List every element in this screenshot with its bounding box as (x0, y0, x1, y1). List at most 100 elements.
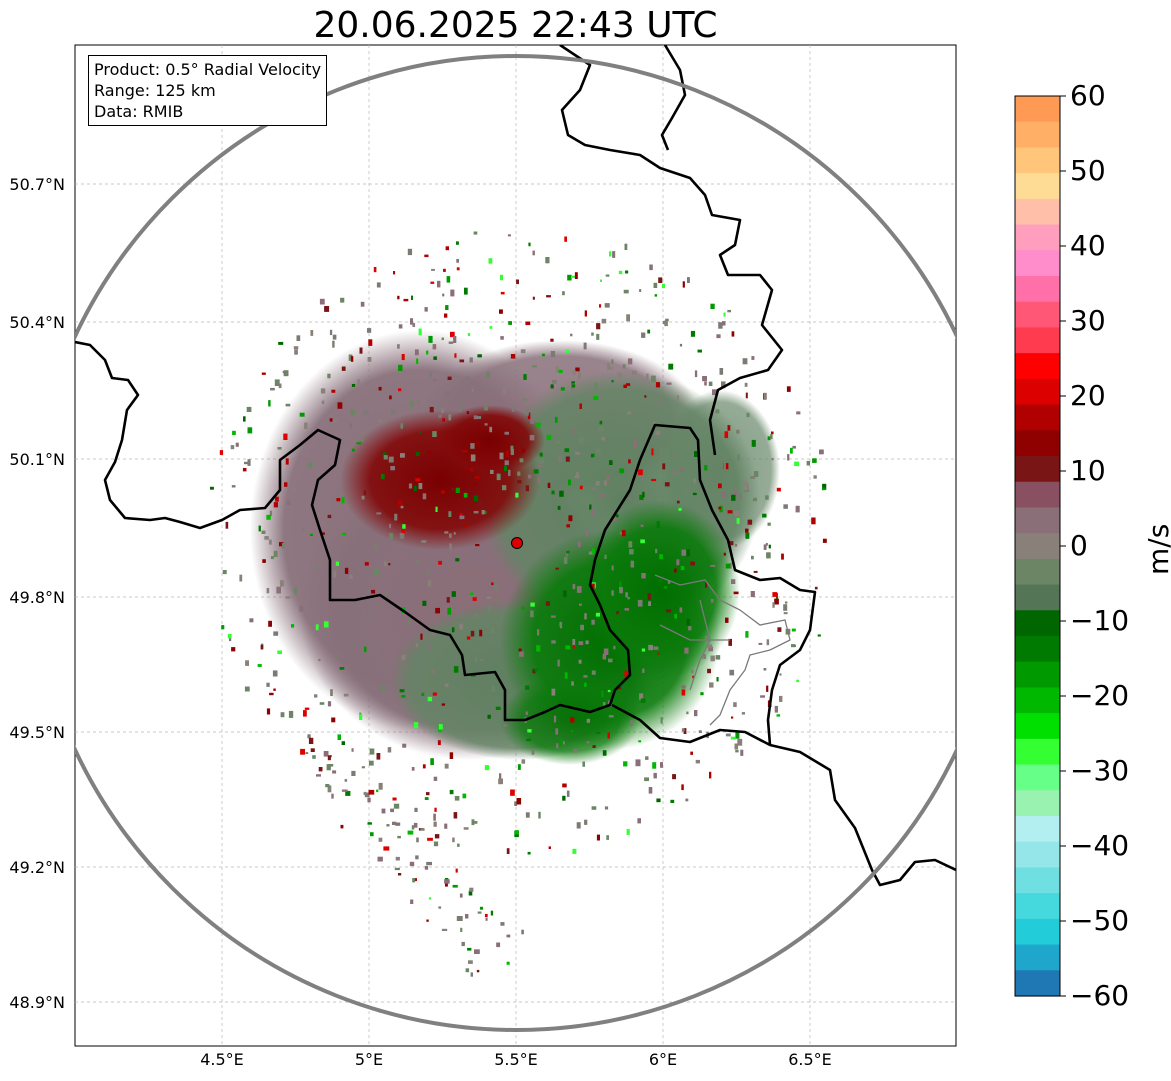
echo-pixel (474, 821, 478, 824)
echo-pixel (351, 748, 354, 752)
echo-pixel (383, 455, 388, 460)
echo-pixel (278, 341, 284, 345)
echo-pixel (319, 298, 325, 305)
echo-pixel (521, 448, 525, 453)
radar-echo-speckles (210, 231, 827, 977)
echo-pixel (314, 694, 318, 698)
echo-pixel (353, 643, 356, 646)
colorbar-segment (1015, 687, 1060, 714)
echo-pixel (606, 475, 610, 482)
echo-pixel (822, 487, 826, 491)
echo-pixel (451, 487, 454, 491)
echo-pixel (444, 683, 449, 687)
echo-pixel (607, 732, 610, 739)
echo-pixel (323, 621, 329, 628)
echo-pixel (566, 550, 570, 554)
echo-pixel (332, 570, 337, 578)
echo-pixel (702, 376, 707, 382)
echo-pixel (456, 267, 460, 271)
echo-pixel (329, 418, 333, 422)
echo-pixel (746, 412, 750, 418)
echo-pixel (710, 303, 715, 309)
echo-pixel (465, 376, 470, 380)
echo-pixel (409, 861, 415, 867)
echo-pixel (397, 835, 401, 839)
echo-pixel (487, 605, 491, 613)
echo-pixel (582, 761, 585, 767)
echo-pixel (460, 927, 463, 932)
echo-pixel (473, 495, 479, 502)
echo-pixel (664, 482, 670, 487)
echo-pixel (452, 837, 455, 843)
echo-pixel (428, 897, 432, 900)
echo-pixel (310, 748, 315, 752)
echo-pixel (488, 258, 493, 264)
colorbar-unit-label: m/s (1142, 523, 1171, 575)
colorbar-segment (1015, 610, 1060, 637)
echo-pixel (339, 667, 345, 670)
echo-pixel (424, 307, 428, 312)
echo-pixel (463, 492, 468, 498)
echo-pixel (446, 597, 450, 603)
echo-pixel (745, 631, 749, 638)
echo-pixel (563, 556, 568, 564)
echo-pixel (231, 647, 236, 652)
echo-pixel (728, 638, 732, 646)
echo-pixel (388, 611, 393, 617)
echo-pixel (393, 803, 400, 809)
echo-pixel (428, 643, 431, 649)
echo-pixel (474, 949, 480, 954)
echo-pixel (721, 492, 726, 497)
echo-pixel (246, 406, 252, 412)
echo-pixel (227, 634, 232, 639)
echo-pixel (329, 329, 333, 336)
echo-pixel (461, 941, 465, 947)
echo-pixel (244, 686, 250, 692)
echo-pixel (468, 890, 473, 896)
echo-pixel (772, 592, 777, 597)
echo-pixel (378, 419, 382, 423)
echo-pixel (310, 533, 313, 536)
info-range: Range: 125 km (94, 81, 216, 100)
colorbar-segment (1015, 713, 1060, 740)
echo-pixel (485, 917, 488, 921)
echo-pixel (641, 648, 646, 652)
colorbar-segment (1015, 584, 1060, 611)
echo-pixel (751, 439, 756, 447)
radar-site-marker[interactable] (511, 537, 523, 549)
echo-pixel (464, 287, 468, 295)
echo-pixel (336, 653, 340, 660)
echo-pixel (724, 431, 729, 439)
echo-pixel (796, 411, 801, 415)
echo-pixel (546, 295, 551, 298)
echo-pixel (397, 499, 403, 506)
echo-pixel (302, 527, 305, 532)
echo-pixel (340, 297, 345, 303)
echo-pixel (518, 648, 522, 652)
echo-pixel (222, 570, 227, 575)
echo-pixel (572, 639, 576, 646)
echo-pixel (695, 759, 700, 764)
echo-pixel (261, 372, 266, 375)
echo-pixel (674, 613, 678, 619)
echo-pixel (670, 799, 675, 803)
echo-pixel (303, 710, 307, 717)
echo-pixel (708, 381, 713, 386)
echo-pixel (595, 731, 601, 734)
echo-pixel (727, 510, 733, 514)
echo-pixel (727, 309, 731, 313)
echo-pixel (363, 410, 368, 415)
echo-pixel (525, 812, 530, 818)
echo-pixel (591, 332, 594, 336)
echo-pixel (536, 645, 541, 652)
echo-pixel (316, 774, 321, 777)
echo-pixel (578, 659, 582, 664)
echo-pixel (604, 806, 609, 810)
echo-pixel (412, 878, 416, 883)
echo-pixel (508, 321, 512, 325)
echo-pixel (661, 283, 665, 289)
echo-pixel (630, 560, 635, 568)
echo-pixel (608, 366, 613, 370)
echo-pixel (640, 698, 646, 703)
